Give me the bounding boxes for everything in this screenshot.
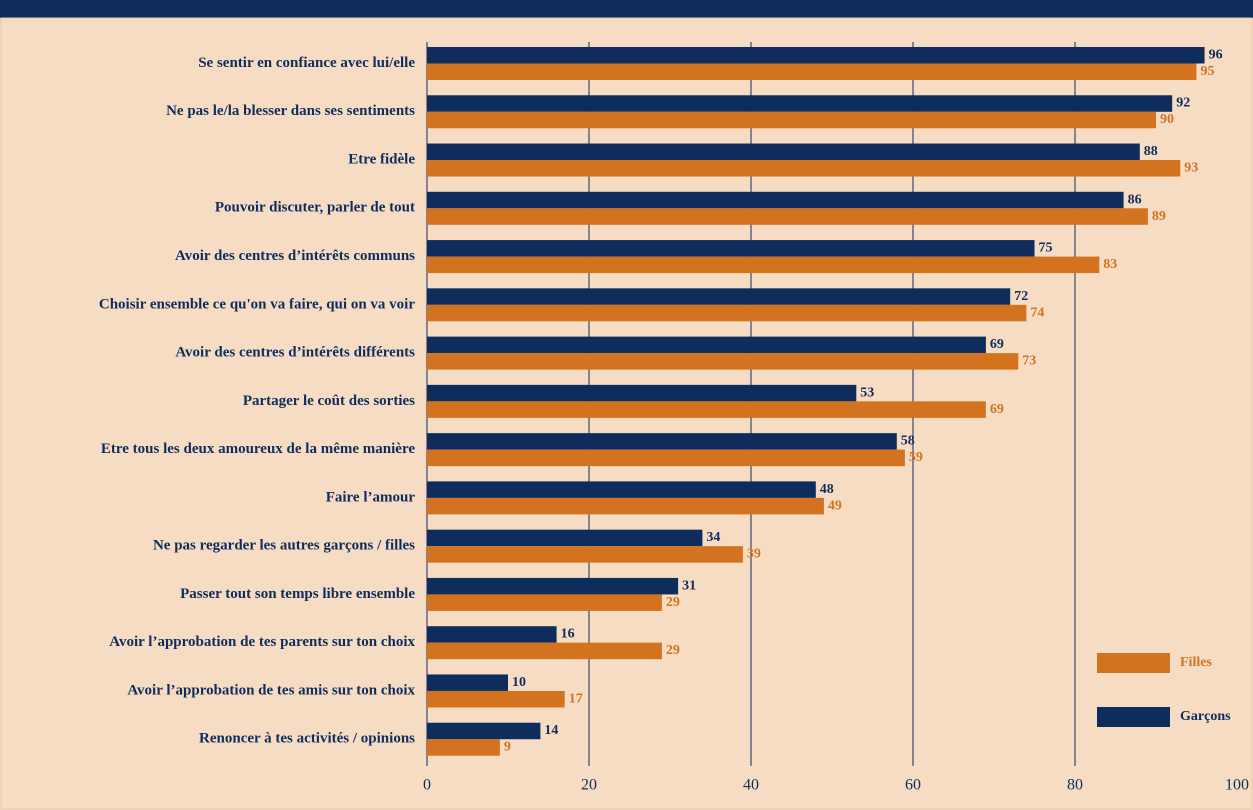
value-label: 29 xyxy=(666,643,680,658)
category-label: Etre fidèle xyxy=(348,151,415,167)
bar xyxy=(427,288,1011,305)
bar xyxy=(427,111,1156,129)
x-tick-label: 100 xyxy=(1225,777,1249,794)
value-label: 74 xyxy=(1030,305,1044,320)
bar xyxy=(427,47,1205,64)
category-label: Choisir ensemble ce qu'on va faire, qui … xyxy=(99,296,415,312)
value-label: 39 xyxy=(747,547,761,562)
value-label: 14 xyxy=(544,723,558,738)
value-label: 16 xyxy=(561,627,575,642)
category-label: Renoncer à tes activités / opinions xyxy=(199,731,415,747)
bar xyxy=(427,497,824,515)
category-label: Passer tout son temps libre ensemble xyxy=(180,586,415,602)
category-label: Ne pas le/la blesser dans ses sentiments xyxy=(166,103,415,119)
value-label: 83 xyxy=(1103,257,1117,272)
bar xyxy=(427,353,1019,370)
bar xyxy=(427,256,1100,274)
x-tick-label: 0 xyxy=(423,777,431,794)
bar xyxy=(427,63,1197,80)
category-label: Pouvoir discuter, parler de tout xyxy=(215,200,415,216)
category-label: Avoir des centres d’intérêts différents xyxy=(175,345,415,361)
value-label: 9 xyxy=(504,740,511,755)
value-label: 48 xyxy=(820,482,834,497)
x-tick-label: 40 xyxy=(743,777,759,794)
bar xyxy=(427,577,679,595)
category-label: Faire l’amour xyxy=(326,489,416,505)
value-label: 90 xyxy=(1160,112,1174,127)
value-label: 95 xyxy=(1201,64,1215,79)
value-label: 59 xyxy=(909,450,923,465)
value-label: 10 xyxy=(512,675,526,690)
value-label: 49 xyxy=(828,498,842,513)
value-label: 75 xyxy=(1039,241,1053,256)
value-label: 88 xyxy=(1144,144,1158,159)
bar xyxy=(427,160,1181,177)
bar xyxy=(427,384,857,402)
value-label: 69 xyxy=(990,402,1004,417)
bar xyxy=(427,722,541,740)
bar xyxy=(427,690,565,708)
legend-swatch xyxy=(1097,707,1170,727)
bar xyxy=(427,529,703,547)
bar xyxy=(427,594,662,611)
frame xyxy=(0,17,1253,810)
bar xyxy=(427,739,500,756)
bar xyxy=(427,95,1173,112)
legend-label: Filles xyxy=(1180,655,1212,670)
bar xyxy=(427,626,557,643)
bar xyxy=(427,642,662,660)
value-label: 89 xyxy=(1152,209,1166,224)
bar xyxy=(427,143,1140,161)
bar xyxy=(427,674,508,691)
legend-swatch xyxy=(1097,653,1170,673)
value-label: 34 xyxy=(706,530,720,545)
x-tick-label: 80 xyxy=(1067,777,1083,794)
bar xyxy=(427,433,897,450)
value-label: 17 xyxy=(569,691,583,706)
value-label: 86 xyxy=(1128,192,1142,207)
bar xyxy=(427,449,905,467)
bar xyxy=(427,191,1124,209)
value-label: 29 xyxy=(666,595,680,610)
bar xyxy=(427,336,986,354)
value-label: 31 xyxy=(682,578,696,593)
bar xyxy=(427,208,1148,225)
bar xyxy=(427,481,816,498)
value-label: 96 xyxy=(1209,47,1223,62)
category-label: Avoir des centres d’intérêts communs xyxy=(175,248,415,264)
legend-label: Garçons xyxy=(1180,709,1231,724)
category-label: Avoir l’approbation de tes amis sur ton … xyxy=(127,682,415,698)
category-label: Avoir l’approbation de tes parents sur t… xyxy=(109,634,415,650)
x-tick-label: 60 xyxy=(905,777,921,794)
bar xyxy=(427,546,743,563)
header-band xyxy=(0,0,1253,18)
bar xyxy=(427,240,1035,257)
value-label: 72 xyxy=(1014,289,1028,304)
category-label: Etre tous les deux amoureux de la même m… xyxy=(101,441,415,457)
value-label: 93 xyxy=(1184,161,1198,176)
value-label: 58 xyxy=(901,434,915,449)
value-label: 69 xyxy=(990,337,1004,352)
bar xyxy=(427,401,986,418)
category-label: Se sentir en confiance avec lui/elle xyxy=(198,55,415,71)
bar xyxy=(427,304,1027,322)
category-label: Ne pas regarder les autres garçons / fil… xyxy=(153,538,415,554)
x-tick-label: 20 xyxy=(581,777,597,794)
value-label: 53 xyxy=(860,385,874,400)
value-label: 73 xyxy=(1022,354,1036,369)
category-label: Partager le coût des sorties xyxy=(243,393,415,409)
value-label: 92 xyxy=(1176,96,1190,111)
